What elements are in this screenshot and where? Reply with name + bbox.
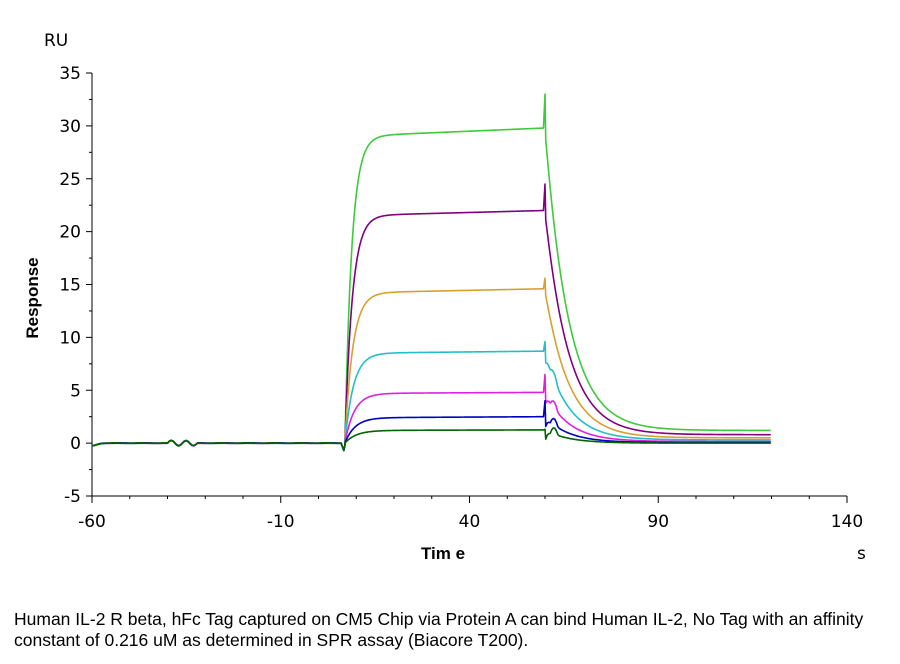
- series-line: [91, 93, 771, 452]
- series-line: [91, 427, 771, 452]
- y-tick-label: -5: [64, 487, 81, 507]
- x-tick-label: 40: [459, 512, 481, 532]
- y-tick-label: 25: [59, 170, 81, 190]
- y-tick-label: 0: [70, 434, 81, 454]
- series-line: [91, 183, 771, 452]
- axes: -5 0 5 10 15 20 25 30 35 -60 -10 40 90 140: [59, 64, 863, 532]
- series-line: [91, 277, 771, 452]
- figure-caption: Human IL-2 R beta, hFc Tag captured on C…: [14, 609, 864, 650]
- x-axis-title: Tim e: [421, 544, 465, 563]
- x-tick-label: -10: [267, 512, 295, 532]
- y-axis-title: Response: [23, 257, 42, 338]
- y-tick-label: 15: [59, 276, 81, 296]
- x-tick-label: 90: [647, 512, 669, 532]
- x-tick-label: 140: [831, 512, 863, 532]
- y-tick-label: 35: [59, 64, 81, 84]
- x-tick-label: -60: [78, 512, 106, 532]
- y-tick-label: 10: [59, 328, 81, 348]
- y-unit-label: RU: [44, 31, 68, 51]
- x-unit-label: s: [857, 544, 866, 564]
- spr-sensorgram-chart: RU s Tim e Response -505101520253035-60-…: [23, 31, 866, 564]
- y-tick-label: 30: [59, 117, 81, 137]
- y-tick-label: 20: [59, 223, 81, 243]
- y-tick-label: 5: [70, 381, 81, 401]
- series-layer: [91, 93, 771, 452]
